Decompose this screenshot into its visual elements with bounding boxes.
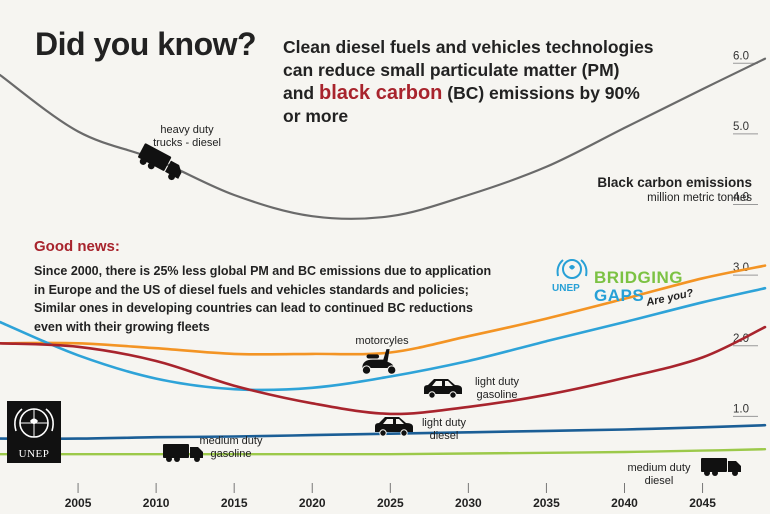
headline-line-3: and black carbon (BC) emissions by 90% (283, 82, 703, 105)
y-tick-label: 5.0 (733, 121, 749, 133)
headline-line-3-pre: and (283, 83, 315, 103)
black-carbon-highlight: black carbon (319, 82, 443, 104)
car-wheel (449, 391, 457, 399)
scooter-icon (361, 349, 397, 375)
bridging-unep-text: UNEP (552, 283, 580, 294)
good-news-line: in Europe and the US of diesel fuels and… (34, 282, 469, 297)
car-wheel (428, 391, 436, 399)
truck-wheel (166, 456, 172, 462)
series-label: gasoline (211, 448, 252, 460)
x-tick-label: 2015 (221, 496, 248, 510)
car-body (424, 379, 462, 394)
x-tick-label: 2005 (65, 496, 92, 510)
bridging-text: BRIDGING (594, 268, 683, 287)
scooter-body (362, 349, 394, 368)
headline-text: Clean diesel fuels and vehicles technolo… (283, 36, 703, 128)
medium-gasoline-truck-icon (163, 444, 203, 462)
x-tick-label: 2035 (533, 496, 560, 510)
series-line-ld_diesel (0, 325, 767, 416)
series-line-ld_gasoline (0, 286, 767, 392)
medium-diesel-truck-icon (701, 458, 741, 476)
chart-unit-label: million metric tonnes (647, 192, 752, 204)
series-label: motorcyles (355, 335, 409, 347)
gaps-text: GAPS (594, 286, 645, 305)
y-tick-label: 4.0 (733, 192, 749, 204)
series-line-md_gasoline (0, 423, 767, 441)
series-label: diesel (645, 475, 674, 487)
unep-laurel-icon (556, 259, 588, 279)
truck-trailer (163, 444, 189, 458)
headline-line-4: or more (283, 106, 349, 126)
heavy-truck-icon (138, 143, 182, 181)
truck-wheel (168, 173, 176, 181)
car-body (375, 417, 413, 432)
bridging-gaps-logo: UNEP BRIDGING GAPS Are you? (550, 256, 720, 316)
series-label: diesel (430, 430, 459, 442)
car-window (432, 381, 453, 386)
series-line-md_diesel (0, 448, 767, 456)
car-wheel (379, 429, 387, 437)
are-you-text: Are you? (645, 287, 695, 309)
car-wheel (400, 429, 408, 437)
truck-wheel (139, 158, 147, 165)
unep-logo: UNEP (7, 401, 61, 463)
scooter-wheel (386, 365, 397, 375)
truck-cab (165, 160, 182, 179)
x-tick-label: 2020 (299, 496, 326, 510)
x-tick-label: 2010 (143, 496, 170, 510)
truck-wheel (194, 456, 200, 462)
series-label: light duty (422, 417, 467, 429)
good-news-line: Similar ones in developing countries can… (34, 301, 473, 315)
truck-wheel (712, 470, 718, 476)
x-tick-label: 2030 (455, 496, 482, 510)
good-news-title: Good news: (34, 238, 120, 255)
series-label: gasoline (477, 389, 518, 401)
series-line-heavy (0, 57, 767, 220)
good-news-line: Since 2000, there is 25% less global PM … (34, 264, 492, 278)
x-tick-label: 2045 (689, 496, 716, 510)
series-label: trucks - diesel (153, 137, 221, 149)
headline-line-1: Clean diesel fuels and vehicles technolo… (283, 37, 654, 57)
headline-line-3-post: (BC) emissions by 90% (447, 83, 640, 103)
unep-emblem-icon (14, 408, 54, 438)
series-label: medium duty (628, 462, 691, 474)
scooter-wheel (361, 365, 372, 375)
y-tick-label: 6.0 (733, 50, 749, 62)
truck-wheel (174, 456, 180, 462)
truck-wheel (147, 162, 155, 170)
truck-trailer (701, 458, 727, 472)
did-you-know-heading: Did you know? (35, 26, 257, 62)
truck-cab (190, 447, 203, 458)
y-tick-label: 1.0 (733, 403, 749, 415)
series-label: heavy duty (160, 124, 214, 136)
headline-line-2: can reduce small particulate matter (PM) (283, 60, 620, 80)
series-label: light duty (475, 376, 520, 388)
truck-trailer (138, 143, 172, 171)
car-window (383, 419, 404, 424)
truck-wheel (732, 470, 738, 476)
good-news-body: Since 2000, there is 25% less global PM … (34, 262, 534, 336)
x-tick-label: 2025 (377, 496, 404, 510)
series-line-motorcycles (0, 264, 767, 356)
series-label: medium duty (200, 435, 263, 447)
chart-title: Black carbon emissions (597, 175, 752, 190)
light-diesel-car-icon (375, 417, 413, 437)
truck-wheel (704, 470, 710, 476)
good-news-line: even with their growing fleets (34, 319, 210, 334)
scooter-seat (366, 354, 380, 359)
truck-cab (728, 461, 741, 472)
x-tick-label: 2040 (611, 496, 638, 510)
light-gasoline-car-icon (424, 379, 462, 399)
unep-logo-text: UNEP (18, 448, 50, 460)
